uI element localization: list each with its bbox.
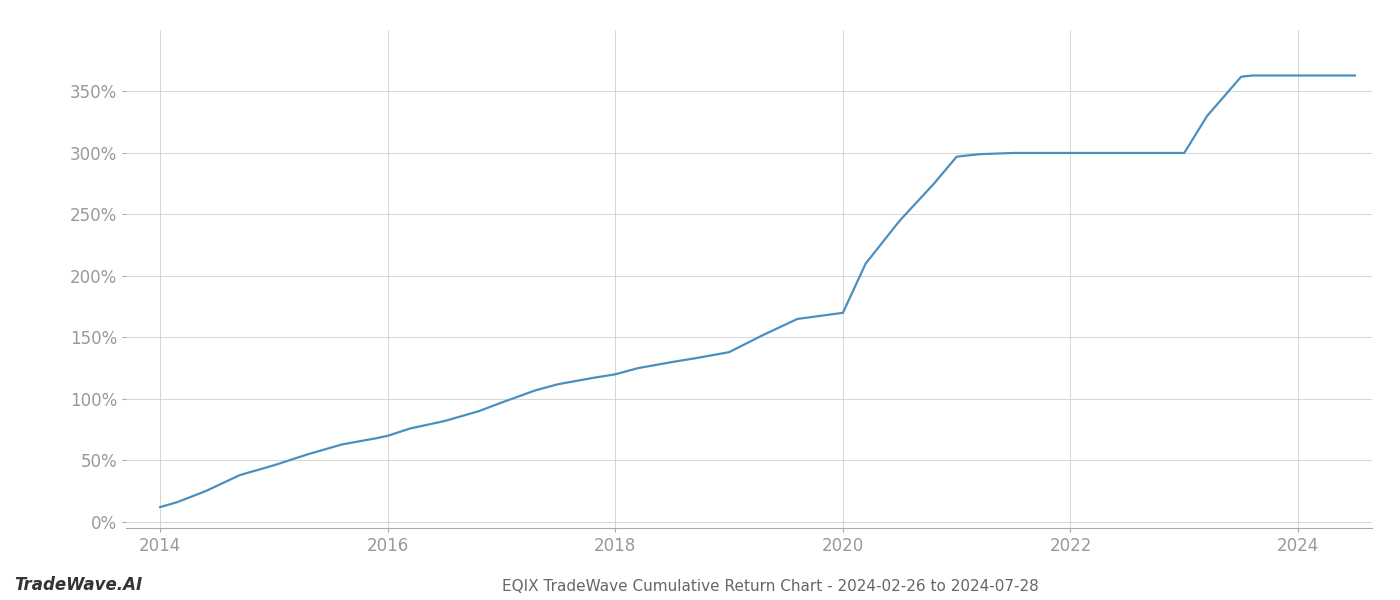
Text: EQIX TradeWave Cumulative Return Chart - 2024-02-26 to 2024-07-28: EQIX TradeWave Cumulative Return Chart -… bbox=[501, 579, 1039, 594]
Text: TradeWave.AI: TradeWave.AI bbox=[14, 576, 143, 594]
